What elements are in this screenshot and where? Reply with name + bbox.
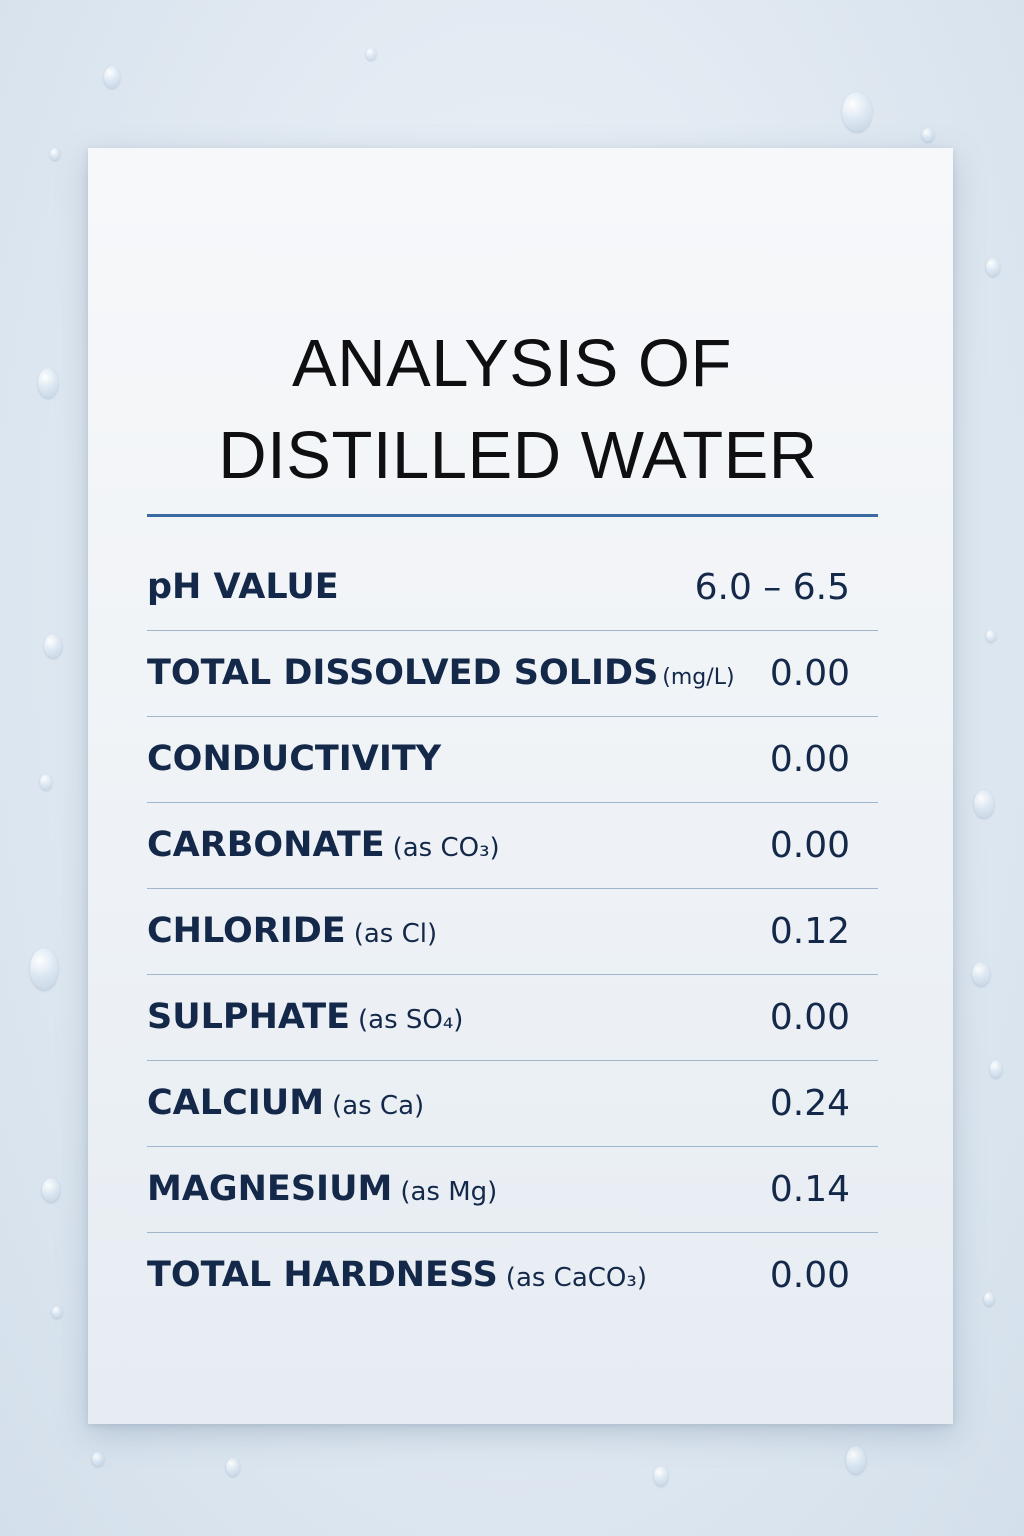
parameter-value: 0.00 [769,997,850,1038]
water-droplet [842,92,872,132]
parameter-qualifier: (as CaCO₃) [505,1263,647,1293]
parameter-qualifier: (as Mg) [400,1177,498,1207]
parameter-name: TOTAL HARDNESS [147,1255,498,1295]
table-row: pH VALUE 6.0 – 6.5 [147,545,878,631]
table-row: TOTAL DISSOLVED SOLIDS (mg/L) 0.00 [147,631,878,717]
parameter-value: 0.00 [769,1255,850,1296]
table-row: CONDUCTIVITY 0.00 [147,717,878,803]
table-row: SULPHATE (as SO₄) 0.00 [147,975,878,1061]
parameter-value: 0.12 [769,911,850,952]
water-droplet [986,630,996,642]
water-droplet [846,1446,866,1474]
table-row: CHLORIDE (as Cl) 0.12 [147,889,878,975]
water-droplet [92,1452,104,1466]
water-droplet [226,1458,240,1476]
water-droplet [974,790,994,818]
row-label: MAGNESIUM (as Mg) [147,1169,497,1209]
parameter-qualifier: (as Ca) [332,1091,425,1121]
row-label: CHLORIDE (as Cl) [147,911,437,951]
row-label: pH VALUE [147,567,339,607]
water-droplet [972,962,990,986]
water-droplet [366,48,376,60]
row-label: CARBONATE (as CO₃) [147,825,500,865]
water-droplet [50,148,60,160]
row-label: TOTAL DISSOLVED SOLIDS (mg/L) [147,653,735,693]
water-droplet [38,368,58,398]
water-droplet [922,128,934,142]
parameter-name: MAGNESIUM [147,1169,393,1209]
parameter-value: 0.00 [769,739,850,780]
page-title: ANALYSIS OF DISTILLED WATER [0,318,1024,502]
water-droplet [42,1178,60,1202]
water-droplet [40,774,52,790]
row-label: SULPHATE (as SO₄) [147,997,463,1037]
parameter-value: 6.0 – 6.5 [694,567,850,608]
parameter-qualifier: (as SO₄) [358,1005,464,1035]
parameter-name: CHLORIDE [147,911,346,951]
water-droplet [104,66,120,88]
table-row: TOTAL HARDNESS (as CaCO₃) 0.00 [147,1233,878,1319]
table-row: CARBONATE (as CO₃) 0.00 [147,803,878,889]
parameter-value: 0.24 [769,1083,850,1124]
analysis-card [88,148,953,1424]
row-label: CALCIUM (as Ca) [147,1083,424,1123]
row-label: TOTAL HARDNESS (as CaCO₃) [147,1255,647,1295]
row-label: CONDUCTIVITY [147,739,441,779]
water-droplet [30,948,58,990]
parameter-name: CONDUCTIVITY [147,739,442,779]
parameter-qualifier: (as Cl) [353,919,438,949]
water-droplet [52,1306,62,1318]
parameter-name: CALCIUM [147,1083,325,1123]
parameter-value: 0.00 [769,653,850,694]
water-droplet [654,1466,668,1486]
parameter-unit: (mg/L) [662,665,735,690]
title-line-1: ANALYSIS OF [292,326,732,401]
table-row: CALCIUM (as Ca) 0.24 [147,1061,878,1147]
water-droplet [986,258,1000,276]
water-droplet [44,634,62,658]
parameter-name: pH VALUE [147,567,339,607]
parameter-name: CARBONATE [147,825,385,865]
water-droplet [990,1060,1002,1078]
parameter-value: 0.14 [769,1169,850,1210]
table-row: MAGNESIUM (as Mg) 0.14 [147,1147,878,1233]
parameter-qualifier: (as CO₃) [392,833,500,863]
water-droplet [984,1292,994,1306]
analysis-table: pH VALUE 6.0 – 6.5 TOTAL DISSOLVED SOLID… [147,545,878,1319]
parameter-name: TOTAL DISSOLVED SOLIDS [147,653,659,693]
title-line-2: DISTILLED WATER [218,418,818,493]
title-divider [147,514,878,517]
parameter-value: 0.00 [769,825,850,866]
parameter-name: SULPHATE [147,997,351,1037]
